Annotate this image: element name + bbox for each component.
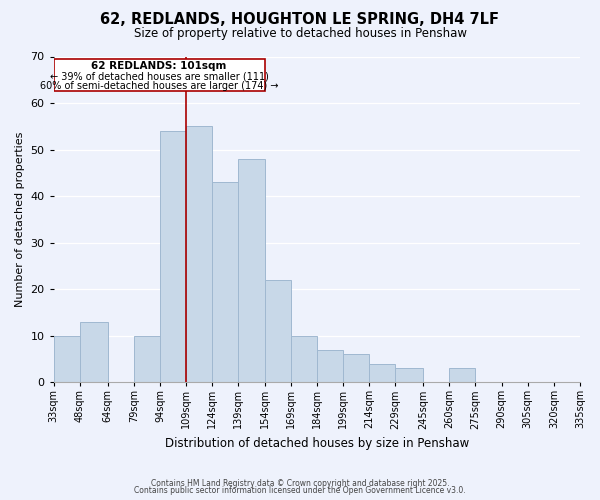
Bar [54, 336, 80, 382]
Bar [265, 280, 291, 382]
Bar [238, 159, 265, 382]
Bar [343, 354, 369, 382]
Bar [134, 336, 160, 382]
Bar [369, 364, 395, 382]
Text: Contains HM Land Registry data © Crown copyright and database right 2025.: Contains HM Land Registry data © Crown c… [151, 478, 449, 488]
Text: 60% of semi-detached houses are larger (174) →: 60% of semi-detached houses are larger (… [40, 81, 278, 91]
Text: 62, REDLANDS, HOUGHTON LE SPRING, DH4 7LF: 62, REDLANDS, HOUGHTON LE SPRING, DH4 7L… [101, 12, 499, 28]
X-axis label: Distribution of detached houses by size in Penshaw: Distribution of detached houses by size … [165, 437, 469, 450]
Text: Size of property relative to detached houses in Penshaw: Size of property relative to detached ho… [133, 28, 467, 40]
Bar [160, 131, 186, 382]
Bar [395, 368, 423, 382]
Bar [291, 336, 317, 382]
Bar [449, 368, 475, 382]
Text: 62 REDLANDS: 101sqm: 62 REDLANDS: 101sqm [91, 61, 227, 71]
Bar [212, 182, 238, 382]
Bar [54, 59, 265, 92]
Bar [186, 126, 212, 382]
Text: Contains public sector information licensed under the Open Government Licence v3: Contains public sector information licen… [134, 486, 466, 495]
Bar [317, 350, 343, 382]
Bar [80, 322, 108, 382]
Y-axis label: Number of detached properties: Number of detached properties [15, 132, 25, 307]
Text: ← 39% of detached houses are smaller (111): ← 39% of detached houses are smaller (11… [50, 72, 269, 82]
